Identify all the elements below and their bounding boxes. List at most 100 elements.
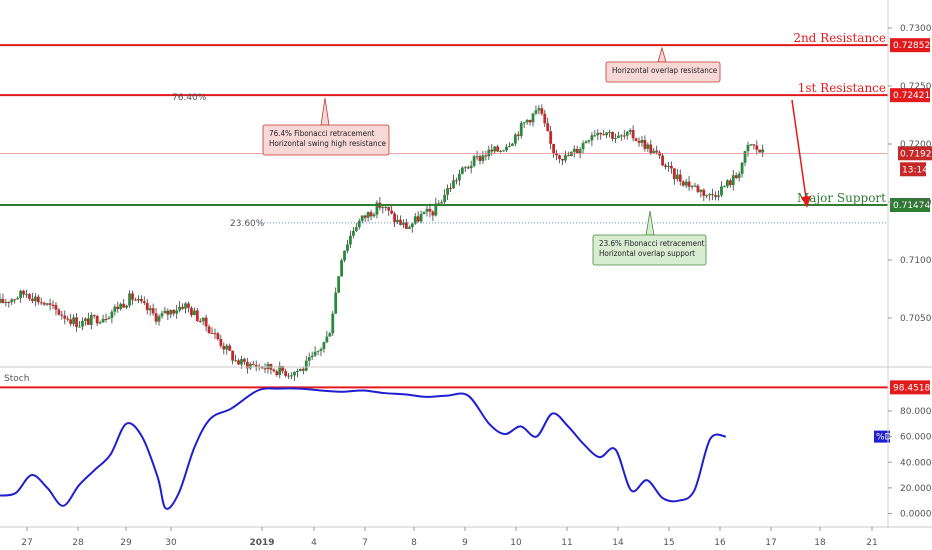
stoch-tick-label: 40.0000 bbox=[900, 458, 932, 468]
candle-body bbox=[101, 318, 105, 323]
candle-body bbox=[446, 188, 450, 195]
candle-body bbox=[572, 148, 576, 152]
candle-body bbox=[331, 313, 335, 334]
candle-body bbox=[287, 375, 290, 377]
overbought-tag: 98.4518 bbox=[893, 383, 930, 393]
candle-body bbox=[590, 135, 594, 141]
candle-body bbox=[558, 155, 561, 159]
candle-body bbox=[543, 113, 547, 124]
candle-body bbox=[599, 132, 603, 135]
candle-body bbox=[708, 194, 712, 196]
stoch-tick-label: 60.0000 bbox=[900, 433, 932, 443]
candle-body bbox=[69, 319, 73, 324]
candle-body bbox=[116, 306, 120, 310]
candle-body bbox=[628, 130, 632, 132]
candle-body bbox=[219, 339, 223, 346]
current-price-tag-bg bbox=[898, 146, 932, 161]
candle-body bbox=[104, 318, 108, 320]
candle-body bbox=[675, 174, 679, 180]
candle-body bbox=[693, 185, 697, 187]
annotation-text: 23.6% Fibonacci retracement bbox=[599, 239, 705, 248]
candle-body bbox=[396, 219, 399, 223]
candle-body bbox=[51, 304, 55, 306]
candle-body bbox=[254, 364, 258, 368]
time-tick-label: 8 bbox=[411, 538, 417, 548]
candle-body bbox=[322, 342, 326, 349]
candle-body bbox=[181, 306, 184, 309]
candle-body bbox=[652, 150, 656, 154]
candle-body bbox=[484, 155, 488, 157]
candle-body bbox=[728, 180, 732, 186]
candle-body bbox=[222, 345, 226, 350]
stoch-d-line bbox=[0, 387, 727, 510]
candle-body bbox=[702, 189, 706, 196]
candle-body bbox=[263, 368, 267, 370]
candle-body bbox=[569, 151, 573, 157]
candle-body bbox=[125, 305, 129, 308]
time-tick-label: 16 bbox=[714, 538, 726, 548]
candle-body bbox=[210, 332, 214, 334]
time-tick-label: 17 bbox=[765, 538, 776, 548]
candle-body bbox=[284, 371, 288, 376]
candle-body bbox=[452, 180, 455, 189]
candle-body bbox=[619, 135, 623, 137]
candle-body bbox=[449, 188, 452, 190]
candle-body bbox=[142, 301, 146, 303]
candle-body bbox=[275, 371, 279, 375]
candle-body bbox=[684, 181, 688, 186]
candle-body bbox=[555, 153, 558, 156]
candle-body bbox=[737, 173, 741, 179]
annotation-text: 76.4% Fibonacci retracement bbox=[269, 129, 375, 138]
candle-body bbox=[540, 108, 544, 114]
fib-label-76: 76.40% bbox=[172, 93, 207, 103]
candle-body bbox=[566, 155, 570, 157]
price-tag-bg bbox=[890, 198, 930, 213]
candle-body bbox=[472, 156, 476, 166]
time-tick-label: 9 bbox=[462, 538, 468, 548]
candle-body bbox=[546, 123, 550, 132]
candle-body bbox=[481, 155, 485, 161]
candle-body bbox=[681, 181, 685, 186]
candle-body bbox=[587, 140, 591, 142]
candle-body bbox=[325, 336, 329, 343]
candle-body bbox=[699, 189, 703, 192]
candle-body bbox=[516, 134, 520, 136]
candle-body bbox=[57, 309, 61, 315]
candle-body bbox=[475, 156, 479, 158]
level-label: 2nd Resistance bbox=[793, 31, 886, 45]
candle-body bbox=[705, 195, 709, 197]
candle-body bbox=[740, 162, 744, 174]
candle-body bbox=[755, 145, 759, 150]
candle-body bbox=[139, 298, 143, 302]
candle-body bbox=[561, 158, 564, 161]
candle-body bbox=[301, 368, 305, 371]
candle-body bbox=[201, 317, 205, 322]
annotation-box bbox=[262, 124, 390, 156]
candle-body bbox=[81, 321, 84, 327]
candle-body bbox=[360, 215, 364, 221]
candle-body bbox=[19, 290, 23, 298]
candle-body bbox=[664, 165, 667, 167]
candle-body bbox=[667, 166, 670, 168]
candle-body bbox=[761, 149, 765, 153]
candle-body bbox=[328, 333, 332, 337]
candle-body bbox=[128, 293, 131, 306]
candle-body bbox=[10, 299, 14, 303]
candle-body bbox=[731, 175, 735, 186]
candle-body bbox=[493, 146, 497, 152]
candle-body bbox=[33, 296, 37, 302]
candle-body bbox=[278, 365, 282, 375]
candle-body bbox=[390, 210, 394, 214]
candle-body bbox=[661, 155, 664, 166]
candle-body bbox=[687, 181, 691, 187]
candle-body bbox=[410, 223, 414, 228]
candle-body bbox=[4, 301, 8, 303]
candle-body bbox=[337, 276, 341, 293]
candle-body bbox=[655, 150, 659, 153]
candle-body bbox=[0, 298, 2, 303]
projection-arrowhead bbox=[801, 196, 811, 208]
candle-body bbox=[413, 216, 417, 224]
candle-body bbox=[313, 351, 317, 356]
